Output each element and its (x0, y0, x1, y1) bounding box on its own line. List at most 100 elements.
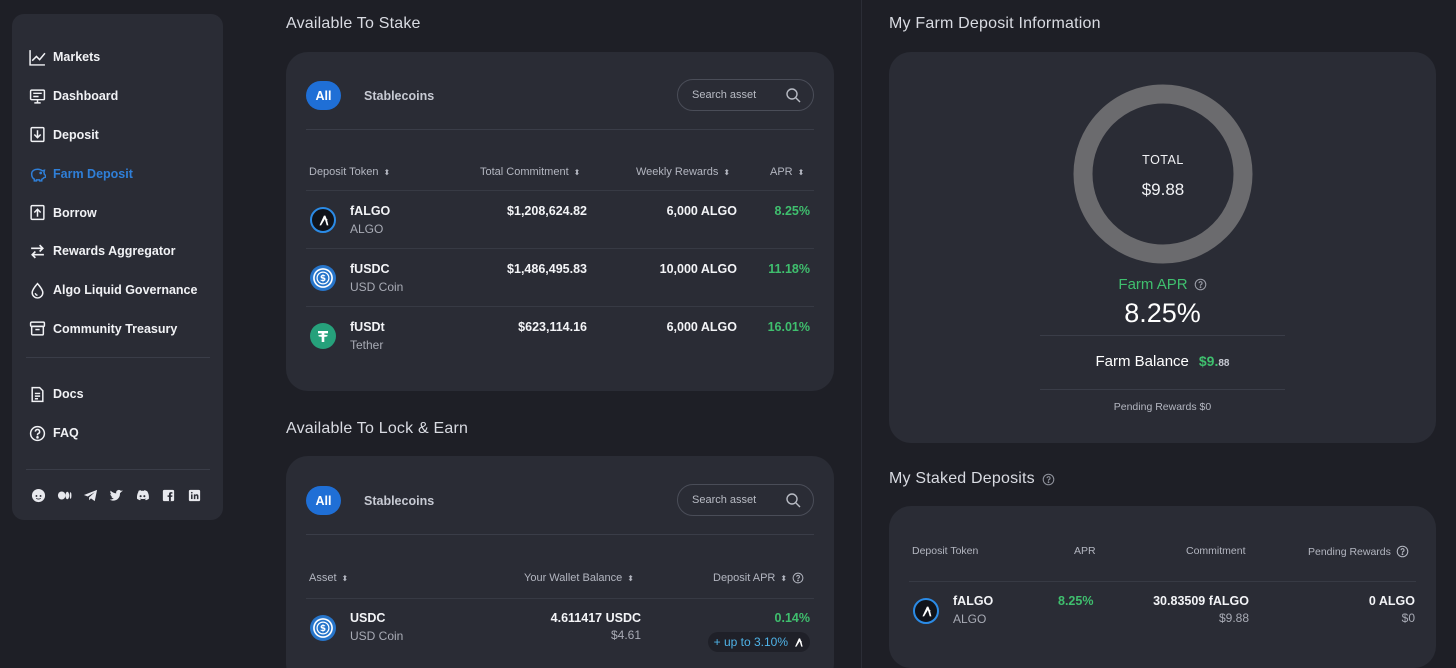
column-header-label: Deposit APR (713, 572, 776, 584)
column-header-asset[interactable]: Asset ⬍ (309, 572, 348, 584)
deposit-icon (28, 126, 46, 144)
column-header-apr: APR (1074, 545, 1096, 557)
weekly-rewards: 6,000 ALGO (666, 204, 737, 218)
commitment-value: 30.83509 fALGO (1153, 594, 1249, 608)
token-subtitle: ALGO (953, 612, 987, 626)
column-header-total-commitment[interactable]: Total Commitment ⬍ (480, 166, 580, 178)
total-commitment: $623,114.16 (518, 320, 587, 334)
card-divider (306, 534, 814, 535)
column-header-label: Your Wallet Balance (524, 572, 623, 584)
sidebar-item-rewards-aggregator[interactable]: Rewards Aggregator (28, 232, 218, 271)
sidebar-item-community-treasury[interactable]: Community Treasury (28, 310, 218, 349)
stake-filter-tabs: All Stablecoins (306, 81, 434, 110)
apr-value: 8.25% (774, 204, 810, 218)
column-header-wallet-balance[interactable]: Your Wallet Balance ⬍ (524, 572, 634, 584)
facebook-icon[interactable] (160, 487, 176, 503)
pending-rewards-value: 0 ALGO (1368, 594, 1415, 608)
algo-token-icon (913, 598, 939, 624)
pending-rewards: Pending Rewards $0 (1113, 401, 1212, 413)
info-icon[interactable] (1194, 278, 1207, 291)
tab-all[interactable]: All (306, 486, 341, 515)
farm-balance-cents: 88 (1218, 358, 1230, 369)
card-divider (306, 129, 814, 130)
search-placeholder: Search asset (692, 494, 757, 506)
stake-section-title: Available To Stake (286, 15, 421, 32)
search-input[interactable]: Search asset (677, 484, 814, 516)
sidebar-item-markets[interactable]: Markets (28, 38, 218, 77)
farm-apr-label: Farm APR (1118, 276, 1188, 293)
search-input[interactable]: Search asset (677, 79, 814, 111)
chart-line-icon (28, 48, 46, 66)
sort-icon: ⬍ (627, 573, 634, 583)
token-name: fUSDt (350, 320, 385, 334)
treasury-icon (28, 320, 46, 338)
info-icon[interactable] (1042, 473, 1055, 486)
token-name: USDC (350, 611, 386, 625)
medium-icon[interactable] (56, 487, 72, 503)
farm-apr-label-row: Farm APR (1040, 276, 1285, 293)
info-icon[interactable] (792, 572, 804, 584)
deposit-apr: 0.14% (774, 611, 810, 625)
tab-stablecoins[interactable]: Stablecoins (364, 493, 435, 508)
farm-balance-label: Farm Balance (1095, 353, 1189, 370)
total-label: TOTAL (1142, 153, 1184, 167)
column-header-deposit-apr[interactable]: Deposit APR ⬍ (713, 572, 804, 584)
borrow-icon (28, 204, 46, 222)
farm-info-title: My Farm Deposit Information (889, 15, 1101, 32)
arrows-exchange-icon (28, 242, 46, 260)
row-divider (306, 248, 814, 249)
token-subtitle: ALGO (350, 222, 384, 236)
social-links (30, 487, 202, 503)
wallet-balance: 4.611417 USDC (550, 611, 641, 625)
token-name: fALGO (953, 594, 994, 608)
boost-apr: + up to 3.10% (713, 635, 788, 649)
tab-all[interactable]: All (306, 81, 341, 110)
tab-stablecoins[interactable]: Stablecoins (364, 88, 435, 103)
token-subtitle: USD Coin (350, 629, 404, 643)
linkedin-icon[interactable] (186, 487, 202, 503)
lock-filter-tabs: All Stablecoins (306, 486, 434, 515)
token-subtitle: Tether (350, 338, 384, 352)
sidebar-divider (26, 357, 210, 358)
sidebar-item-borrow[interactable]: Borrow (28, 193, 218, 232)
sidebar-secondary-nav: Docs FAQ (28, 375, 218, 453)
weekly-rewards: 6,000 ALGO (666, 320, 737, 334)
tether-token-icon (310, 323, 336, 349)
sidebar-item-faq[interactable]: FAQ (28, 414, 218, 453)
discord-icon[interactable] (134, 487, 150, 503)
twitter-icon[interactable] (108, 487, 124, 503)
row-divider (306, 190, 814, 191)
column-header-weekly-rewards[interactable]: Weekly Rewards ⬍ (636, 166, 730, 178)
search-placeholder: Search asset (692, 89, 757, 101)
column-header-label: Total Commitment (480, 166, 569, 178)
sidebar-item-deposit[interactable]: Deposit (28, 116, 218, 155)
column-header-deposit-token: Deposit Token (912, 545, 979, 557)
sidebar-item-dashboard[interactable]: Dashboard (28, 77, 218, 116)
farm-divider (1040, 389, 1285, 390)
column-header-apr[interactable]: APR ⬍ (770, 166, 804, 178)
sidebar-item-farm-deposit[interactable]: Farm Deposit (28, 154, 218, 193)
wallet-balance-usd: $4.61 (610, 628, 641, 642)
algo-token-icon (310, 207, 336, 233)
pending-rewards-usd: $0 (1401, 611, 1415, 625)
sort-icon: ⬍ (797, 167, 805, 177)
sort-icon: ⬍ (573, 167, 581, 177)
sidebar-item-algo-liquid-governance[interactable]: Algo Liquid Governance (28, 271, 218, 310)
column-header-deposit-token[interactable]: Deposit Token ⬍ (309, 166, 390, 178)
sidebar-item-label: Borrow (53, 205, 97, 220)
sort-icon: ⬍ (383, 167, 391, 177)
reddit-icon[interactable] (30, 487, 46, 503)
sidebar-nav: Markets Dashboard Deposit Farm Deposit B… (28, 38, 218, 348)
token-name: fALGO (350, 204, 391, 218)
sidebar-item-docs[interactable]: Docs (28, 375, 218, 414)
telegram-icon[interactable] (82, 487, 98, 503)
staked-title-row: My Staked Deposits (889, 470, 1055, 488)
svg-text:$: $ (320, 624, 326, 634)
usdc-token-icon: $ (310, 615, 336, 641)
sidebar: Markets Dashboard Deposit Farm Deposit B… (12, 14, 223, 520)
donut-ring (1073, 84, 1253, 264)
lock-section-title: Available To Lock & Earn (286, 420, 469, 437)
info-icon[interactable] (1396, 545, 1409, 558)
column-header-commitment: Commitment (1186, 545, 1246, 557)
algo-icon (795, 637, 803, 647)
